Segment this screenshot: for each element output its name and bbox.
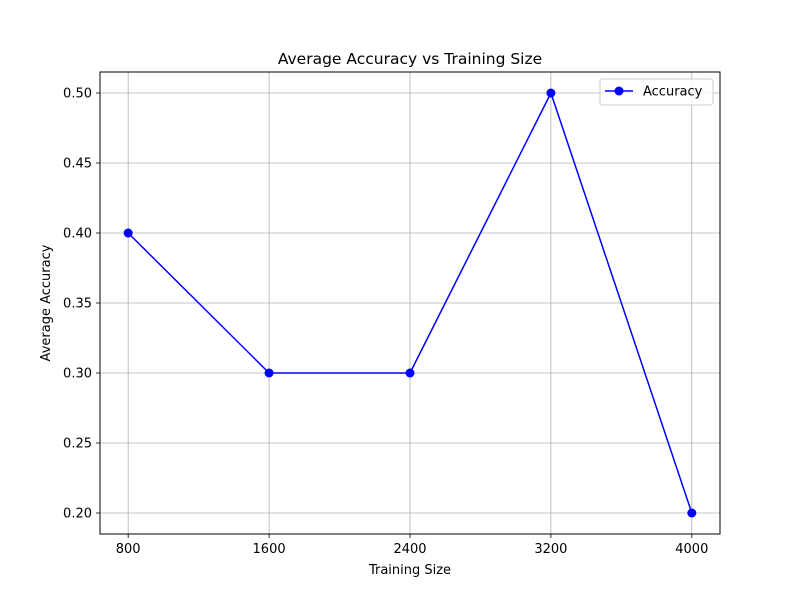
- x-tick-label: 4000: [675, 542, 708, 557]
- legend-label-accuracy: Accuracy: [643, 85, 703, 100]
- legend: Accuracy: [599, 78, 714, 106]
- y-tick-label: 0.20: [63, 507, 92, 522]
- data-point: [546, 88, 556, 98]
- plot-area: 800 1600 2400 3200 4000 0.20 0.25 0.30 0.35 0.40…: [63, 71, 721, 557]
- legend-frame: [599, 78, 714, 106]
- data-point: [687, 508, 697, 518]
- y-tick-label: 0.30: [63, 367, 92, 382]
- x-tick-label: 1600: [253, 542, 286, 557]
- data-point: [123, 228, 133, 238]
- data-point: [264, 368, 274, 378]
- series-accuracy: [123, 88, 697, 518]
- x-tick-label: 800: [116, 542, 141, 557]
- x-tick-label: 3200: [534, 542, 567, 557]
- y-tick-label: 0.40: [63, 227, 92, 242]
- chart-title: Average Accuracy vs Training Size: [278, 50, 542, 68]
- y-axis: 0.20 0.25 0.30 0.35 0.40 0.45 0.50: [63, 87, 100, 522]
- y-tick-label: 0.35: [63, 297, 92, 312]
- x-axis-label: Training Size: [368, 563, 451, 578]
- grid: [100, 72, 720, 534]
- data-point: [405, 368, 415, 378]
- x-tick-label: 2400: [393, 542, 426, 557]
- y-tick-label: 0.25: [63, 437, 92, 452]
- y-tick-label: 0.45: [63, 157, 92, 172]
- y-axis-label: Average Accuracy: [39, 244, 54, 361]
- legend-marker-icon: [614, 86, 624, 96]
- x-axis: 800 1600 2400 3200 4000: [116, 534, 708, 557]
- y-tick-label: 0.50: [63, 87, 92, 102]
